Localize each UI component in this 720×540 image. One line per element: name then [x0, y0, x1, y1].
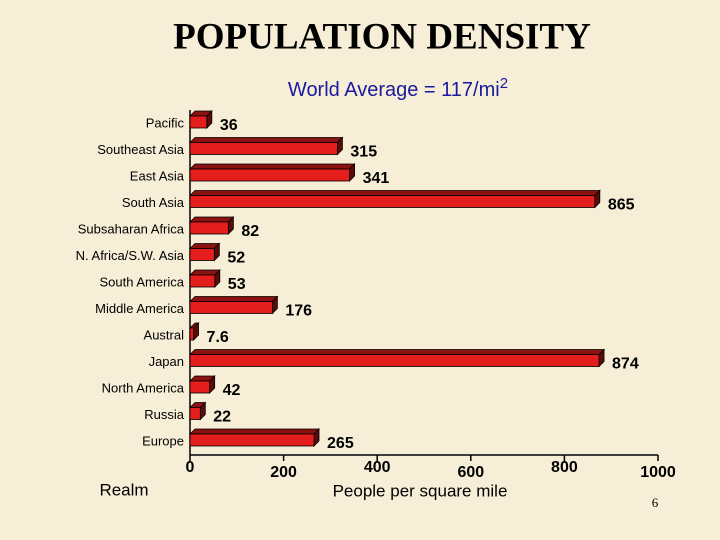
- bar: [189, 348, 605, 368]
- category-label: North America: [102, 380, 185, 395]
- subtitle: World Average = 117/mi2: [288, 75, 508, 101]
- bar: [189, 242, 221, 262]
- bar-front: [189, 195, 596, 208]
- bar-top: [189, 349, 605, 355]
- value-label: 874: [612, 356, 639, 373]
- bar: [189, 269, 221, 288]
- bar-top: [189, 296, 279, 302]
- x-tick-label: 200: [270, 464, 297, 481]
- category-label: Europe: [142, 433, 184, 448]
- category-label: South Asia: [122, 195, 185, 210]
- bar: [189, 110, 213, 129]
- category-label: Middle America: [95, 301, 185, 316]
- value-label: 7.6: [207, 329, 229, 346]
- bar-front: [189, 168, 350, 182]
- bar: [189, 401, 207, 421]
- category-label: Japan: [149, 354, 184, 369]
- bar-front: [189, 407, 201, 420]
- category-label: Austral: [144, 327, 185, 342]
- bar-top: [189, 163, 356, 170]
- category-label: South America: [99, 274, 184, 289]
- x-axis-label: People per square mile: [333, 481, 508, 500]
- value-label: 82: [241, 223, 259, 240]
- category-label: Southeast Asia: [97, 142, 184, 157]
- category-label: N. Africa/S.W. Asia: [76, 248, 185, 263]
- bar: [189, 295, 279, 315]
- value-label: 315: [350, 144, 377, 161]
- bar-front: [189, 274, 216, 288]
- bar-top: [189, 216, 235, 223]
- category-label: East Asia: [130, 168, 185, 183]
- bar-front: [189, 327, 194, 341]
- page-number: 6: [652, 495, 659, 510]
- x-tick-label: 600: [457, 464, 484, 481]
- value-label: 265: [327, 435, 354, 452]
- bar: [189, 163, 356, 182]
- bar-top: [189, 137, 344, 143]
- bar-front: [189, 221, 229, 235]
- bar-front: [189, 433, 315, 447]
- bar-top: [189, 428, 320, 435]
- x-tick-label: 1000: [640, 464, 676, 481]
- bar: [189, 136, 344, 156]
- bar-front: [189, 248, 215, 261]
- value-label: 865: [608, 197, 635, 214]
- bar-front: [189, 301, 273, 314]
- value-label: 22: [213, 409, 231, 426]
- bar: [189, 428, 320, 447]
- value-label: 52: [227, 250, 245, 267]
- value-label: 176: [285, 303, 312, 320]
- bar: [189, 189, 601, 209]
- bar-front: [189, 115, 208, 129]
- x-tick-label: 0: [186, 459, 195, 476]
- bar: [189, 375, 216, 394]
- value-label: 36: [220, 117, 238, 134]
- y-axis-label: Realm: [99, 480, 148, 499]
- category-label: Pacific: [146, 115, 185, 130]
- subtitle-text: World Average = 117/mi: [288, 79, 500, 101]
- bar: [189, 322, 200, 341]
- value-label: 42: [223, 382, 241, 399]
- bar-top: [189, 190, 601, 196]
- x-tick-label: 400: [364, 459, 391, 476]
- bar-front: [189, 380, 211, 394]
- category-label: Subsaharan Africa: [78, 221, 185, 236]
- bar: [189, 216, 235, 235]
- value-label: 53: [228, 276, 246, 293]
- chart-title: POPULATION DENSITY: [173, 16, 591, 57]
- bar-front: [189, 142, 338, 155]
- value-label: 341: [363, 170, 390, 187]
- category-label: Russia: [144, 407, 185, 422]
- bar-front: [189, 354, 600, 367]
- x-tick-label: 800: [551, 459, 578, 476]
- subtitle-superscript: 2: [500, 75, 508, 92]
